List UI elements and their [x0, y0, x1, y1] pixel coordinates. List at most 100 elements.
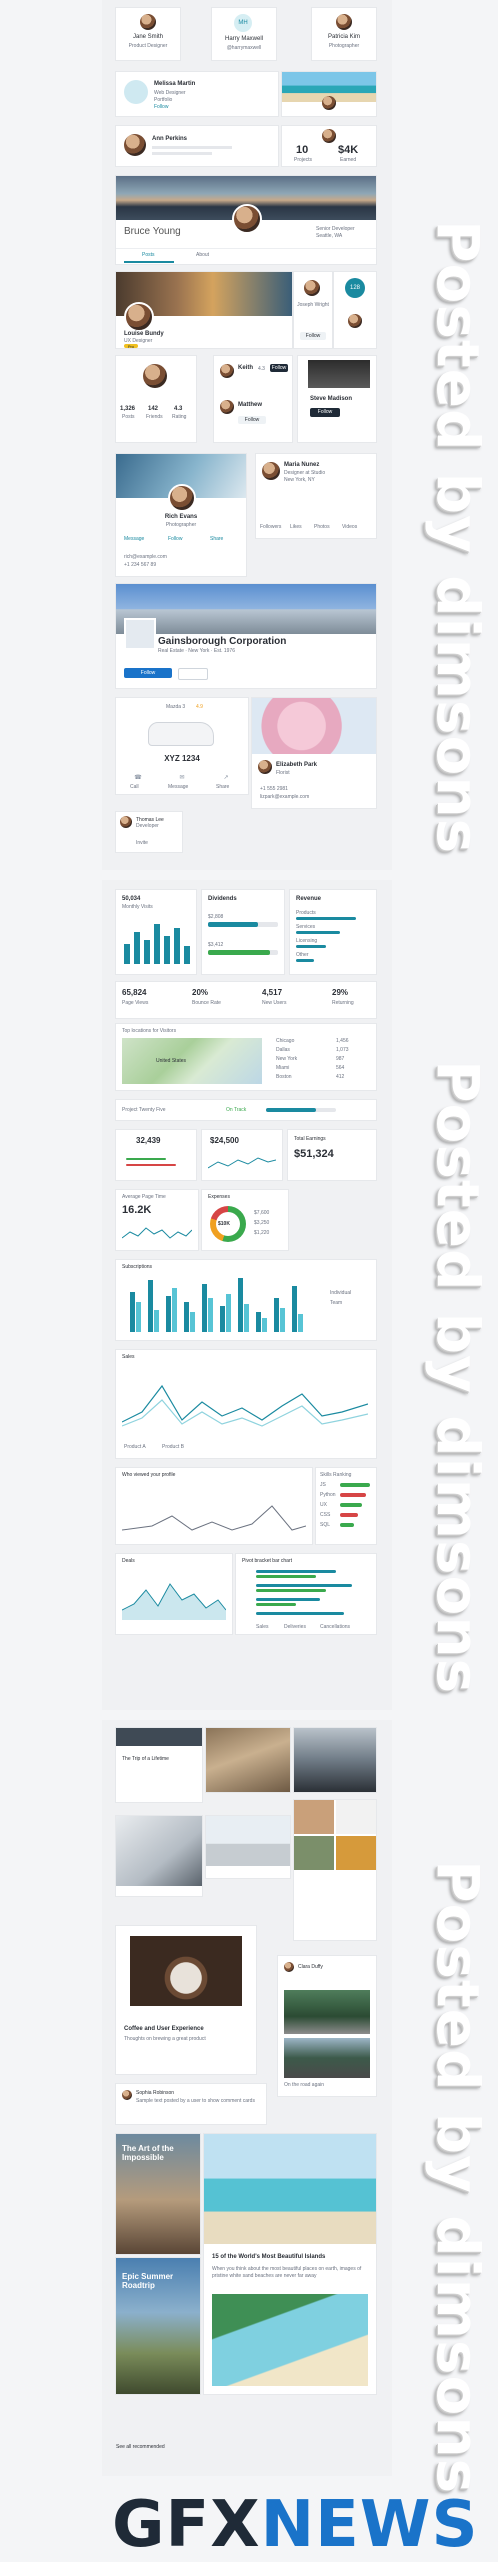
- see-all-link[interactable]: See all recommended: [116, 2444, 165, 2450]
- comment-card[interactable]: Sophia Robinson Sample text posted by a …: [116, 2084, 266, 2124]
- tab-posts[interactable]: Posts: [142, 252, 155, 258]
- map[interactable]: [122, 1038, 262, 1084]
- progress-fill: [208, 922, 258, 927]
- photo-card-beach[interactable]: [282, 72, 376, 116]
- income-value: $24,500: [210, 1136, 239, 1145]
- profile-card-rich[interactable]: Rich Evans Photographer Message Follow S…: [116, 454, 246, 576]
- article-card-islands[interactable]: 15 of the World's Most Beautiful Islands…: [204, 2134, 376, 2394]
- action-likes[interactable]: Likes: [290, 524, 302, 530]
- company-logo: [124, 618, 156, 650]
- action-videos[interactable]: Videos: [342, 524, 358, 530]
- photo-card-hand[interactable]: [116, 1816, 202, 1896]
- watermark: Posted by dimsons: [424, 220, 492, 855]
- stat-value: 1,326: [120, 406, 136, 412]
- follow-link[interactable]: Follow: [154, 104, 169, 110]
- kpi-label: Returning: [332, 1000, 354, 1006]
- message-icon[interactable]: ✉: [179, 775, 185, 781]
- income-card: $24,500: [202, 1130, 282, 1180]
- skill-row: CSS: [320, 1512, 331, 1518]
- stat-label: Rating: [172, 414, 187, 420]
- action-followers[interactable]: Followers: [260, 524, 282, 530]
- avatar: [143, 364, 167, 388]
- watermark: Posted by dimsons: [424, 1860, 492, 2495]
- ride-card[interactable]: Mazda 3 4.9 XYZ 1234 ☎ Call ✉ Message ↗ …: [116, 698, 248, 794]
- revenue-row: Products: [296, 910, 316, 916]
- profile-line: Web Designer: [154, 90, 186, 96]
- article-body: When you think about the most beautiful …: [212, 2266, 362, 2279]
- follow-button[interactable]: Follow: [238, 416, 266, 424]
- share-link[interactable]: Share: [210, 536, 224, 542]
- site-logo: GFXNEWS: [112, 2488, 479, 2562]
- progress-fill: [208, 950, 270, 955]
- article-card-coffee[interactable]: Coffee and User Experience Thoughts on b…: [116, 1926, 256, 2074]
- profile-card-louise[interactable]: Louise Bundy UX Designer Pro: [116, 272, 292, 348]
- income-sparkline: [208, 1157, 276, 1169]
- profile-card-jane[interactable]: Jane Smith Product Designer: [116, 8, 180, 60]
- photo-card-beach2[interactable]: [206, 1816, 290, 1878]
- action-message[interactable]: Message: [168, 784, 189, 790]
- tab-about[interactable]: About: [196, 252, 210, 258]
- follow-button[interactable]: Follow: [300, 332, 326, 340]
- profile-subtitle: Product Designer: [128, 43, 168, 49]
- follow-button[interactable]: Follow: [310, 408, 340, 417]
- expenses-value: $10K: [218, 1221, 230, 1227]
- action-call[interactable]: Call: [130, 784, 139, 790]
- profile-name: Thomas Lee: [136, 817, 164, 823]
- company-card[interactable]: Gainsborough Corporation Real Estate · N…: [116, 584, 376, 688]
- invite-link[interactable]: Invite: [136, 840, 148, 846]
- article-card-epic[interactable]: Epic Summer Roadtrip: [116, 2258, 200, 2394]
- avatar: [304, 280, 320, 296]
- legend-item: Individual: [330, 1290, 352, 1296]
- article-card-art[interactable]: The Art of the Impossible: [116, 2134, 200, 2254]
- profile-card-patricia[interactable]: Patricia Kim Photographer: [312, 8, 376, 60]
- stat-value: $4K: [338, 144, 359, 156]
- count-card: 128: [334, 272, 376, 348]
- art-photo: [116, 2134, 200, 2254]
- action-share[interactable]: Share: [216, 784, 230, 790]
- follow-button[interactable]: Follow: [270, 364, 288, 372]
- avatar: [322, 129, 336, 143]
- earnings-value: $51,324: [294, 1148, 334, 1160]
- profile-card-harry[interactable]: MH Harry Maxwell @harrymaxwell: [212, 8, 276, 60]
- comment-text: Sample text posted by a user to show com…: [136, 2098, 255, 2104]
- location-row: Dallas: [276, 1047, 290, 1053]
- photo-grid-card[interactable]: [294, 1800, 376, 1940]
- deals-area-chart: [122, 1583, 226, 1620]
- profile-card-keith[interactable]: Keith 4.3 Follow Matthew Follow: [214, 356, 292, 442]
- avatar: [284, 1962, 294, 1972]
- photo-card-rider[interactable]: [294, 1728, 376, 1792]
- photo-card-street[interactable]: [206, 1728, 290, 1792]
- message-link[interactable]: Message: [124, 536, 145, 542]
- rider-photo: [294, 1728, 376, 1792]
- hand-photo: [116, 1816, 202, 1886]
- follow-link[interactable]: Follow: [168, 536, 183, 542]
- profile-card-joseph[interactable]: Joseph Wright Follow: [294, 272, 332, 348]
- profile-card-melissa[interactable]: Melissa Martin Web Designer Portfolio Fo…: [116, 72, 278, 116]
- profile-meta: Senior Developer: [316, 226, 355, 232]
- profile-card-steve[interactable]: Steve Madison Follow: [298, 356, 376, 442]
- profile-card-bruce[interactable]: Bruce Young Senior Developer Seattle, WA…: [116, 176, 376, 264]
- share-icon[interactable]: ↗: [223, 775, 229, 781]
- profile-card-maria[interactable]: Maria Nunez Designer at Studio New York,…: [256, 454, 376, 538]
- profile-card-elizabeth[interactable]: Elizabeth Park Florist +1 555 2981 lizpa…: [252, 698, 376, 808]
- profile-line: Portfolio: [154, 97, 173, 103]
- post-card-clara[interactable]: Clara Duffy On the road again: [278, 1956, 376, 2096]
- legend-item: Sales: [256, 1624, 269, 1630]
- follow-button[interactable]: Follow: [124, 668, 172, 678]
- kpi-value: 29%: [332, 988, 349, 997]
- cherry-blossom-photo: [252, 698, 376, 754]
- secondary-button[interactable]: [178, 668, 208, 680]
- subscriptions-card: Subscriptions Individual Team: [116, 1260, 376, 1340]
- avatar: [124, 80, 148, 104]
- trip-card[interactable]: The Trip of a Lifetime: [116, 1728, 202, 1802]
- avatar: [124, 302, 154, 332]
- profile-card-ann[interactable]: Ann Perkins: [116, 126, 278, 166]
- profile-card-thomas[interactable]: Thomas Lee Developer Invite: [116, 812, 182, 852]
- kpi-value: 20%: [192, 988, 209, 997]
- avatar: [220, 400, 234, 414]
- call-icon[interactable]: ☎: [134, 775, 142, 781]
- action-photos[interactable]: Photos: [314, 524, 330, 530]
- mountain-photo: [116, 2258, 200, 2394]
- skill-bar: [340, 1513, 358, 1517]
- visits-bar-chart: [122, 914, 190, 964]
